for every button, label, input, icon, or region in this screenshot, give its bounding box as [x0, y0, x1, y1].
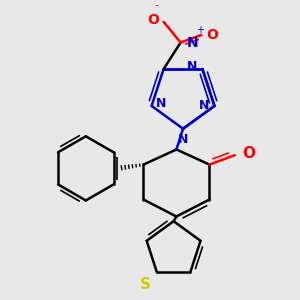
Text: N: N [186, 36, 198, 50]
Text: -: - [155, 1, 159, 10]
Text: N: N [156, 97, 167, 110]
Text: N: N [188, 60, 198, 73]
Text: O: O [147, 13, 159, 27]
Text: O: O [242, 146, 256, 161]
Text: +: + [196, 25, 204, 35]
Text: S: S [140, 277, 151, 292]
Text: N: N [178, 134, 188, 146]
Text: O: O [206, 28, 218, 42]
Text: N: N [200, 99, 210, 112]
